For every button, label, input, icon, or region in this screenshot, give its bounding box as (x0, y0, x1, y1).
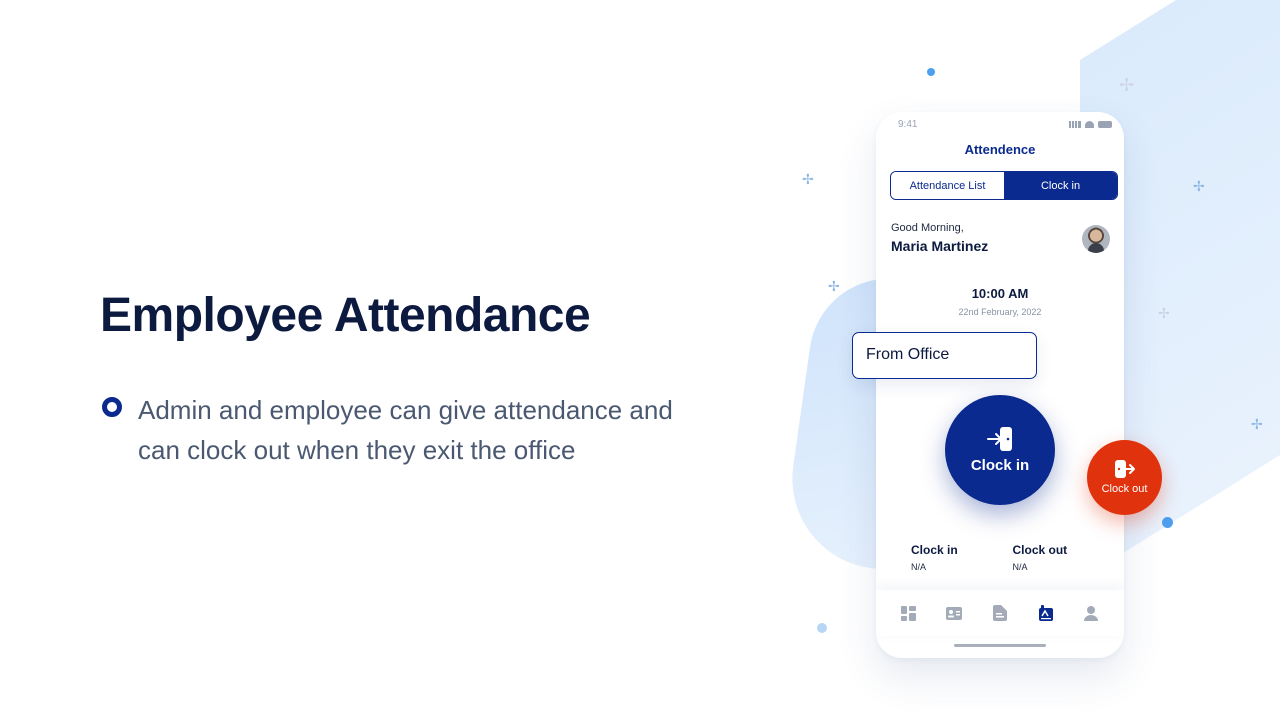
document-icon[interactable] (992, 605, 1008, 621)
dashboard-icon[interactable] (901, 605, 917, 621)
sparkle-icon: ✢ (1251, 416, 1263, 432)
current-date: 22nd February, 2022 (958, 307, 1042, 317)
tab-attendance-list[interactable]: Attendance List (891, 172, 1004, 199)
user-name: Maria Martinez (891, 238, 989, 254)
login-icon (987, 426, 1012, 451)
feature-description: Admin and employee can give attendance a… (138, 395, 673, 465)
status-time: 9:41 (898, 119, 918, 130)
wifi-icon (1085, 121, 1094, 128)
clock-in-stat-value: N/A (911, 562, 927, 572)
attendance-tabs: Attendance List Clock in (890, 171, 1118, 200)
location-selector[interactable]: From Office (852, 332, 1037, 379)
bullet-icon (102, 397, 122, 417)
decor-dot (817, 623, 827, 633)
current-time: 10:00 AM (971, 286, 1029, 301)
bottom-tab-bar (876, 590, 1124, 636)
decor-dot (1162, 517, 1173, 528)
sparkle-icon: ✢ (828, 278, 840, 294)
battery-icon (1098, 121, 1112, 128)
logout-icon (1114, 460, 1135, 478)
greeting-text: Good Morning, (891, 222, 964, 234)
screen-title: Attendence (964, 142, 1036, 157)
tab-clock-in[interactable]: Clock in (1004, 172, 1117, 199)
clock-out-stat-label: Clock out (1012, 543, 1068, 557)
decor-dot (927, 68, 935, 76)
clock-out-button-label: Clock out (1101, 483, 1148, 495)
clock-in-stat-label: Clock in (911, 543, 958, 557)
sparkle-icon: ✢ (1119, 75, 1135, 95)
status-icons (1069, 121, 1112, 128)
clock-out-stat: Clock out N/A (1013, 543, 1115, 572)
clock-out-button[interactable]: Clock out (1087, 440, 1162, 515)
signal-icon (1069, 121, 1081, 128)
sparkle-icon: ✢ (1193, 178, 1205, 194)
page-title: Employee Attendance (100, 289, 591, 342)
clock-in-button[interactable]: Clock in (945, 395, 1055, 505)
clock-in-stat: Clock in N/A (911, 543, 1013, 572)
clock-stats: Clock in N/A Clock out N/A (911, 543, 1114, 572)
clock-out-stat-value: N/A (1012, 562, 1028, 572)
sparkle-icon: ✢ (1158, 305, 1170, 321)
home-indicator (954, 644, 1046, 647)
phone-mockup: 9:41 Attendence Attendance List Clock in… (876, 112, 1124, 658)
clock-in-button-label: Clock in (970, 456, 1030, 474)
attendance-icon[interactable] (1038, 605, 1054, 621)
id-card-icon[interactable] (946, 605, 963, 621)
avatar[interactable] (1082, 225, 1110, 253)
sparkle-icon: ✢ (802, 171, 814, 187)
profile-icon[interactable] (1083, 605, 1099, 621)
